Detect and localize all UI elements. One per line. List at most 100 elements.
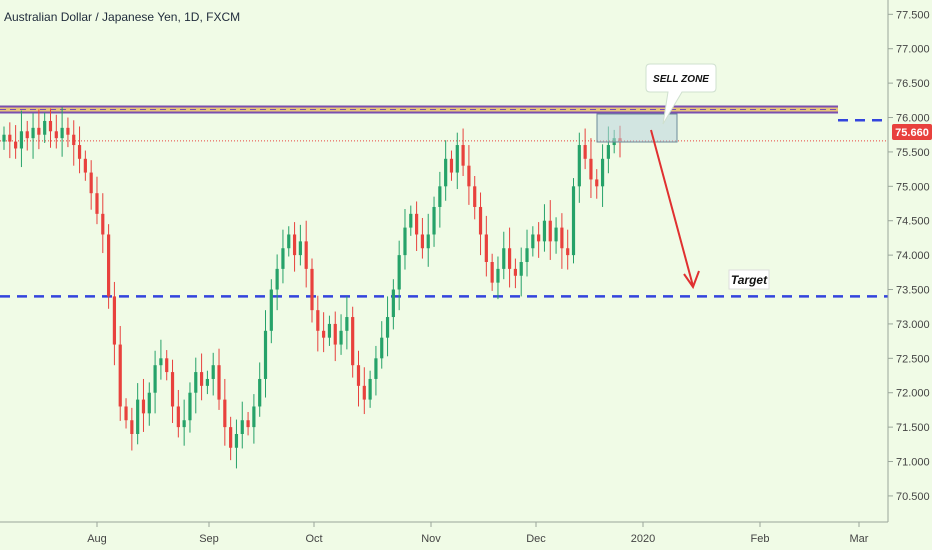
candle-body[interactable] xyxy=(275,268,279,290)
candle-body[interactable] xyxy=(426,234,430,249)
candle-body[interactable] xyxy=(560,227,564,249)
candle-body[interactable] xyxy=(513,268,517,276)
candle-body[interactable] xyxy=(298,241,302,256)
candle-body[interactable] xyxy=(240,420,244,434)
candle-body[interactable] xyxy=(455,145,459,173)
candle-body[interactable] xyxy=(77,145,82,159)
candle-body[interactable] xyxy=(531,234,535,249)
candle-body[interactable] xyxy=(490,262,494,283)
candle-body[interactable] xyxy=(72,134,76,146)
candle-body[interactable] xyxy=(415,213,419,235)
candle-body[interactable] xyxy=(258,378,262,407)
candle-body[interactable] xyxy=(316,310,320,331)
candle-body[interactable] xyxy=(136,399,140,434)
candle-body[interactable] xyxy=(566,248,570,256)
candle-body[interactable] xyxy=(107,234,111,297)
candle-body[interactable] xyxy=(374,358,378,379)
candle-body[interactable] xyxy=(467,165,471,187)
candle-body[interactable] xyxy=(589,158,593,180)
candle-body[interactable] xyxy=(432,206,436,235)
candle-body[interactable] xyxy=(484,234,488,262)
candle-body[interactable] xyxy=(217,365,221,400)
candle-body[interactable] xyxy=(496,268,500,283)
candle-body[interactable] xyxy=(229,427,233,448)
candle-body[interactable] xyxy=(461,145,465,166)
candle-body[interactable] xyxy=(571,186,576,256)
candle-body[interactable] xyxy=(600,158,605,187)
candle-body[interactable] xyxy=(31,127,35,139)
candle-body[interactable] xyxy=(322,330,326,338)
candle-body[interactable] xyxy=(252,406,256,428)
candle-body[interactable] xyxy=(118,344,122,407)
candle-body[interactable] xyxy=(339,330,343,345)
candle-body[interactable] xyxy=(269,289,273,331)
candle-body[interactable] xyxy=(234,434,239,448)
candle-body[interactable] xyxy=(420,234,425,249)
candle-body[interactable] xyxy=(327,323,332,338)
candle-body[interactable] xyxy=(112,296,117,345)
candle-body[interactable] xyxy=(577,145,581,187)
candle-body[interactable] xyxy=(223,399,227,428)
candle-body[interactable] xyxy=(246,420,250,428)
candle-body[interactable] xyxy=(333,323,337,345)
candle-body[interactable] xyxy=(525,248,529,262)
candle-body[interactable] xyxy=(188,392,192,421)
candle-body[interactable] xyxy=(281,248,285,269)
candle-body[interactable] xyxy=(101,213,105,235)
candle-body[interactable] xyxy=(292,234,297,256)
candle-body[interactable] xyxy=(48,120,53,132)
candle-body[interactable] xyxy=(368,378,372,400)
candle-body[interactable] xyxy=(473,186,477,207)
candle-body[interactable] xyxy=(537,234,541,242)
candle-body[interactable] xyxy=(397,255,401,290)
sell-zone-callout[interactable]: SELL ZONE xyxy=(645,63,717,125)
candle-body[interactable] xyxy=(502,248,506,269)
candle-body[interactable] xyxy=(606,145,610,159)
candle-body[interactable] xyxy=(438,186,442,207)
candle-body[interactable] xyxy=(147,392,151,414)
candle-body[interactable] xyxy=(385,317,390,338)
price-axis-panel[interactable] xyxy=(888,0,932,550)
candle-body[interactable] xyxy=(211,365,215,379)
candle-body[interactable] xyxy=(449,158,454,173)
candle-body[interactable] xyxy=(37,127,41,135)
candle-body[interactable] xyxy=(19,131,24,149)
candle-body[interactable] xyxy=(356,365,361,386)
candle-body[interactable] xyxy=(507,248,512,269)
candle-body[interactable] xyxy=(25,131,29,139)
candle-body[interactable] xyxy=(362,385,366,400)
candle-body[interactable] xyxy=(170,372,175,407)
candle-body[interactable] xyxy=(548,220,552,242)
candle-body[interactable] xyxy=(43,120,47,135)
candle-body[interactable] xyxy=(153,365,157,393)
target-annotation[interactable]: Target xyxy=(728,269,770,290)
candle-body[interactable] xyxy=(380,337,384,359)
candle-body[interactable] xyxy=(89,172,93,194)
candle-body[interactable] xyxy=(60,127,64,139)
candle-body[interactable] xyxy=(519,262,523,276)
candle-body[interactable] xyxy=(444,158,448,187)
candle-body[interactable] xyxy=(2,134,6,142)
candle-body[interactable] xyxy=(83,158,87,173)
candle-body[interactable] xyxy=(583,145,587,159)
candle-body[interactable] xyxy=(165,358,169,373)
candle-body[interactable] xyxy=(14,141,18,149)
candle-body[interactable] xyxy=(66,127,70,135)
candle-body[interactable] xyxy=(595,179,599,187)
candle-body[interactable] xyxy=(403,227,407,256)
candle-body[interactable] xyxy=(391,289,395,318)
candle-body[interactable] xyxy=(199,372,204,386)
candle-body[interactable] xyxy=(304,241,308,269)
candle-body[interactable] xyxy=(95,193,99,214)
candle-body[interactable] xyxy=(310,268,314,311)
candle-body[interactable] xyxy=(263,330,268,379)
candle-body[interactable] xyxy=(478,206,483,235)
candle-body[interactable] xyxy=(351,317,355,366)
candle-body[interactable] xyxy=(130,420,134,434)
candle-body[interactable] xyxy=(54,131,58,139)
candle-body[interactable] xyxy=(8,134,12,142)
candle-body[interactable] xyxy=(542,220,547,242)
candle-body[interactable] xyxy=(141,399,146,414)
candle-body[interactable] xyxy=(159,358,163,366)
